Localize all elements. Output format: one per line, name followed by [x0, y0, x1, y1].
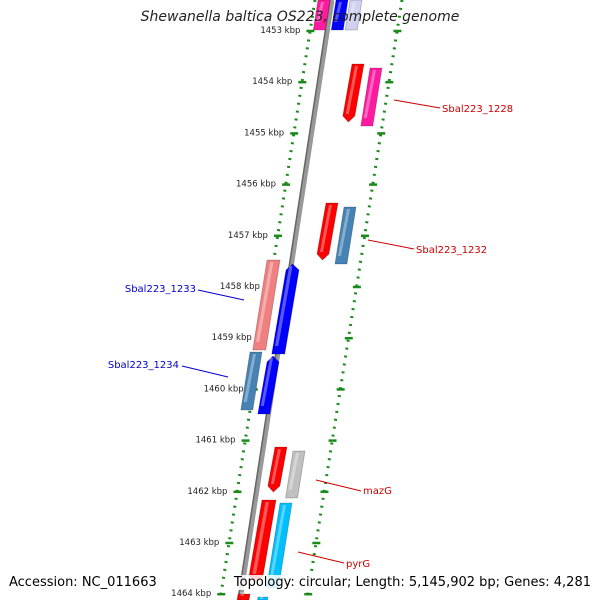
genome-summary-label: Topology: circular; Length: 5,145,902 bp… [233, 575, 591, 590]
gene-top-blue[interactable] [330, 0, 349, 31]
tick-label: 1458 kbp [220, 282, 260, 292]
gene-bottom-cyan[interactable] [257, 592, 269, 601]
gene-sbal223-1232[interactable] [334, 206, 357, 265]
gene-layer [236, 0, 383, 601]
gene-sbal223-1234[interactable] [257, 355, 280, 415]
label-layer: Sbal223_1228 Sbal223_1232 Sbal223_1233 Sbal… [108, 99, 513, 570]
gene-sbal223-1228[interactable] [360, 67, 383, 127]
gene-top-pink[interactable] [312, 0, 331, 31]
gene-label-mazg-leader [315, 479, 362, 492]
tick-label: 1453 kbp [260, 26, 300, 36]
gene-label-sbal223-1228-leader [393, 99, 441, 109]
tick-label: 1461 kbp [195, 436, 235, 446]
gene-sbal223-1233[interactable] [271, 263, 300, 355]
tick-label: 1456 kbp [236, 180, 276, 190]
tick-layer: 1453 kbp 1454 kbp 1455 kbp 1456 kbp 1457 kbp… [171, 26, 402, 599]
tick-label: 1455 kbp [244, 128, 284, 138]
gene-label-sbal223-1234[interactable]: Sbal223_1234 [108, 360, 179, 371]
gene-label-sbal223-1234-leader [181, 365, 229, 378]
gene-label-sbal223-1233-leader [197, 289, 245, 301]
gene-sbal223-1234-steel[interactable] [240, 351, 263, 411]
tick-label: 1463 kbp [179, 538, 219, 548]
cds-red-mazg[interactable] [267, 446, 288, 493]
tick-label: 1457 kbp [228, 231, 268, 241]
tick-label: 1460 kbp [204, 384, 244, 394]
gene-mazg[interactable] [285, 450, 306, 499]
gene-label-pyrg[interactable]: pyrG [346, 559, 370, 570]
tick-label: 1464 kbp [171, 589, 211, 599]
accession-label: Accession: NC_011663 [9, 575, 157, 590]
genome-title: Shewanella baltica OS223, complete genom… [140, 9, 460, 25]
gene-top-lavender[interactable] [344, 0, 363, 31]
gene-label-sbal223-1232-leader [367, 239, 415, 250]
gene-label-mazg[interactable]: mazG [363, 486, 392, 497]
gene-label-pyrg-leader [297, 551, 345, 564]
tick-label: 1454 kbp [252, 77, 292, 87]
tick-label: 1462 kbp [187, 487, 227, 497]
gene-sbal223-1233-salmon[interactable] [252, 259, 281, 351]
tick-label: 1459 kbp [212, 333, 252, 343]
gene-label-sbal223-1232[interactable]: Sbal223_1232 [416, 245, 487, 256]
cds-red-1228[interactable] [342, 63, 365, 123]
gene-label-sbal223-1228[interactable]: Sbal223_1228 [442, 104, 513, 115]
cds-red-1232[interactable] [316, 202, 339, 261]
gene-label-sbal223-1233[interactable]: Sbal223_1233 [125, 284, 196, 295]
